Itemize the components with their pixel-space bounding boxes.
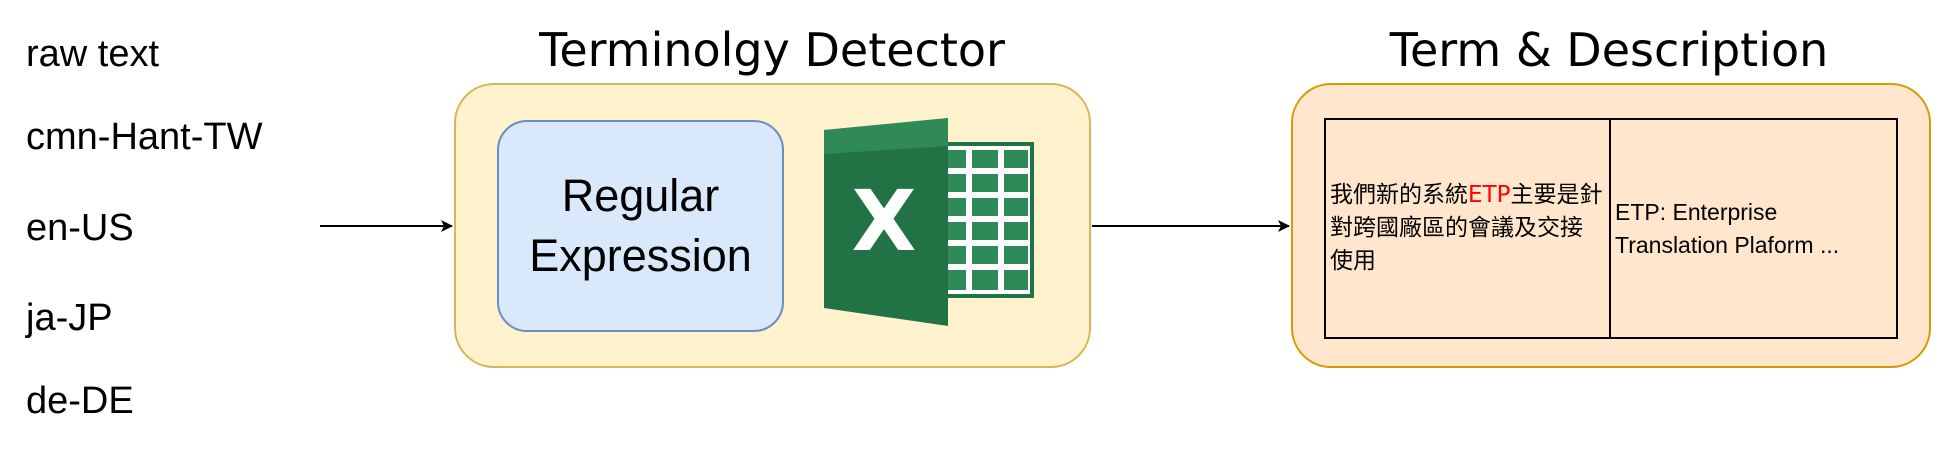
sentence-after: 主要是針對跨國廠區的會議及交接使用	[1330, 182, 1603, 274]
lang-item-ja-jp: ja-JP	[26, 297, 113, 339]
excel-cover	[824, 118, 948, 326]
output-container	[1291, 83, 1931, 368]
excel-letter: X	[852, 172, 917, 270]
regex-box: Regular Expression	[497, 120, 784, 332]
term-table: 我們新的系統ETP主要是針對跨國廠區的會議及交接使用 ETP: Enterpri…	[1324, 118, 1898, 339]
raw-text-label: raw text	[26, 33, 160, 75]
detector-title: Terminolgy Detector	[539, 23, 1005, 77]
excel-icon: X	[824, 118, 1034, 326]
description-cell: ETP: Enterprise Translation Plaform ...	[1611, 120, 1896, 337]
term-sentence: 我們新的系統ETP主要是針對跨國廠區的會議及交接使用	[1330, 179, 1605, 278]
output-title: Term & Description	[1389, 23, 1829, 77]
lang-item-en-us: en-US	[26, 207, 134, 249]
sentence-before: 我們新的系統	[1330, 182, 1468, 208]
regex-label-line2: Expression	[529, 230, 752, 281]
regex-label-line1: Regular	[561, 170, 720, 221]
term-cell: 我們新的系統ETP主要是針對跨國廠區的會議及交接使用	[1326, 120, 1611, 337]
term-description: ETP: Enterprise Translation Plaform ...	[1615, 198, 1840, 258]
lang-item-cmn-hant-tw: cmn-Hant-TW	[26, 116, 263, 158]
highlighted-term: ETP	[1468, 182, 1511, 208]
lang-item-de-de: de-DE	[26, 380, 134, 422]
